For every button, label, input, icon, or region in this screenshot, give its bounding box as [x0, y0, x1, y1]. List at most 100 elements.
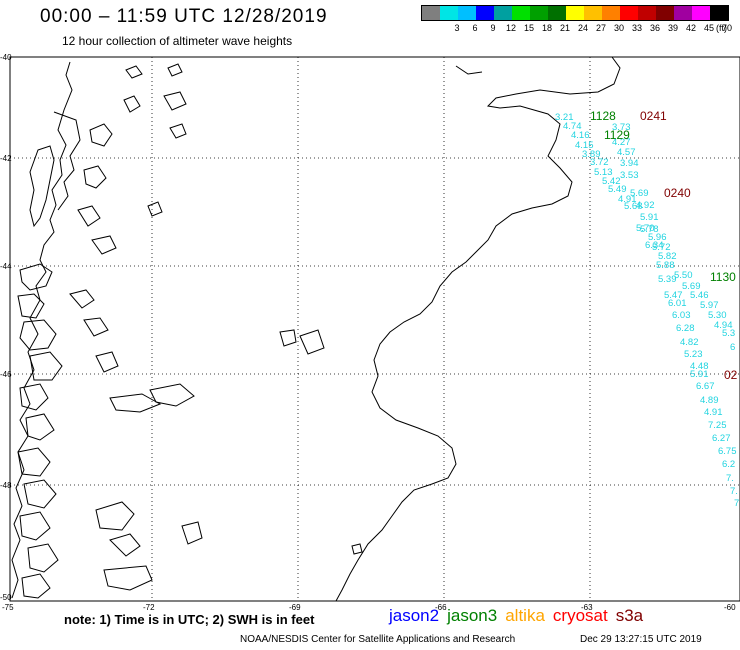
wave-height-value: 6.28: [676, 323, 695, 334]
wave-height-value: 5.96: [648, 232, 667, 243]
wave-height-value: 6.01: [668, 298, 687, 309]
wave-height-value: 6.27: [712, 433, 731, 444]
wave-height-value: 7.: [726, 473, 734, 484]
legend-swatch: [440, 6, 458, 20]
wave-height-value: 5.50: [674, 270, 693, 281]
pass-time-label: 0241: [640, 109, 667, 123]
legend-tick-label: 33: [631, 23, 643, 33]
graticule: [10, 57, 740, 601]
wave-height-value: 5.42: [602, 176, 621, 187]
wave-height-value: 4.89: [700, 395, 719, 406]
wave-height-value: 4.27: [612, 137, 631, 148]
wave-height-value: 4.82: [680, 337, 699, 348]
pass-time-label: 1128: [590, 109, 616, 123]
wave-height-value: 5.13: [594, 167, 613, 178]
map-subtitle: 12 hour collection of altimeter wave hei…: [62, 34, 293, 48]
satellite-name: cryosat: [552, 606, 608, 625]
legend-tick-label: 27: [595, 23, 607, 33]
wave-height-value: 7.25: [708, 420, 727, 431]
wave-height-value: 5.72: [652, 242, 671, 253]
lat-label: -48: [0, 481, 12, 490]
legend-swatch: [494, 6, 512, 20]
wave-height-value: 5.69: [630, 188, 649, 199]
pass-time-label: 1129: [604, 128, 630, 142]
pass-time-label: 1130: [710, 270, 736, 284]
map-frame: [9, 56, 740, 602]
wave-height-value: 5.39: [658, 274, 677, 285]
legend-swatch: [584, 6, 602, 20]
latitude-labels: -40 -42 -44 -46 -48 -50: [0, 53, 12, 602]
wave-height-value: 6.03: [672, 310, 691, 321]
wave-height-value: 4.74: [563, 121, 582, 132]
legend-tick-label: 21: [559, 23, 571, 33]
wave-height-value: 4.15: [575, 140, 594, 151]
satellite-name: jason2: [389, 606, 440, 625]
wave-height-value: 3.21: [555, 112, 574, 123]
wave-height-value: 5.82: [658, 251, 677, 262]
legend-tick-label: 9: [490, 23, 496, 33]
wave-height-value: 5.70: [636, 223, 655, 234]
wave-height-value: 4.94: [714, 320, 733, 331]
wave-height-value: 6.34: [645, 240, 664, 251]
lon-label: -75: [2, 603, 14, 612]
color-legend: 3 6 9 12 15 18 21 24 27 30 33 36 39 42 45 70 (ft): [421, 5, 733, 33]
wave-height-value: 4.92: [636, 200, 655, 211]
wave-height-value: 5.68: [624, 201, 643, 212]
wave-height-value: 3.53: [620, 170, 639, 181]
legend-tick-label: 45: [703, 23, 715, 33]
legend-tick-label: 42: [685, 23, 697, 33]
legend-tick-label: 24: [577, 23, 589, 33]
legend-swatches: [421, 5, 729, 21]
pass-time-label: 02: [724, 368, 738, 382]
wave-height-value: 5.49: [608, 184, 627, 195]
legend-swatch: [566, 6, 584, 20]
legend-swatch: [422, 6, 440, 20]
lat-label: -44: [0, 262, 12, 271]
legend-swatch: [710, 6, 728, 20]
legend-tick-label: 12: [505, 23, 517, 33]
wave-height-value: 3.72: [590, 157, 609, 168]
wave-height-value: 3.89: [582, 149, 601, 160]
timestamp-text: Dec 29 13:27:15 UTC 2019: [580, 634, 702, 645]
wave-height-value: 5.46: [690, 290, 709, 301]
legend-swatch: [476, 6, 494, 20]
legend-unit: (ft): [716, 23, 727, 33]
legend-swatch: [512, 6, 530, 20]
lon-label: -60: [724, 603, 736, 612]
lat-label: -42: [0, 154, 12, 163]
lat-label: -50: [0, 593, 12, 602]
legend-tick-label: 15: [523, 23, 535, 33]
wave-height-value: 6.75: [718, 446, 737, 457]
satellite-name: s3a: [615, 606, 644, 625]
legend-tick-label: 30: [613, 23, 625, 33]
legend-swatch: [548, 6, 566, 20]
wave-height-value: 5.78: [640, 224, 659, 235]
wave-height-value: 4.91: [704, 407, 723, 418]
lon-label: -66: [435, 603, 447, 612]
legend-tick-label: 18: [541, 23, 553, 33]
legend-swatch: [620, 6, 638, 20]
legend-swatch: [602, 6, 620, 20]
credit-text: NOAA/NESDIS Center for Satellite Applica…: [240, 634, 516, 645]
lat-label: -46: [0, 370, 12, 379]
wave-height-value: 4.91: [618, 194, 637, 205]
legend-swatch: [674, 6, 692, 20]
legend-tick-label: 39: [667, 23, 679, 33]
legend-swatch: [638, 6, 656, 20]
legend-swatch: [656, 6, 674, 20]
satellite-name: altika: [505, 606, 545, 625]
satellite-legend: jason2 jason3 altika cryosat s3a: [389, 606, 651, 626]
wave-height-value: 5.69: [682, 281, 701, 292]
wave-height-labels: 3.214.74 3.73 4.16 4.27 4.15 4.57 3.893.72 3.94…: [555, 112, 740, 509]
pass-time-label: 0240: [664, 186, 691, 200]
wave-height-value: 6: [730, 342, 735, 353]
wave-height-value: 5.30: [708, 310, 727, 321]
legend-tick-label: 70: [721, 23, 733, 33]
wave-height-value: 3.73: [612, 122, 631, 133]
lon-label: -69: [289, 603, 301, 612]
wave-height-value: 5.91: [640, 212, 659, 223]
wave-height-value: 7.: [734, 498, 740, 509]
lat-label: -40: [0, 53, 12, 62]
wave-height-value: 6.67: [696, 381, 715, 392]
